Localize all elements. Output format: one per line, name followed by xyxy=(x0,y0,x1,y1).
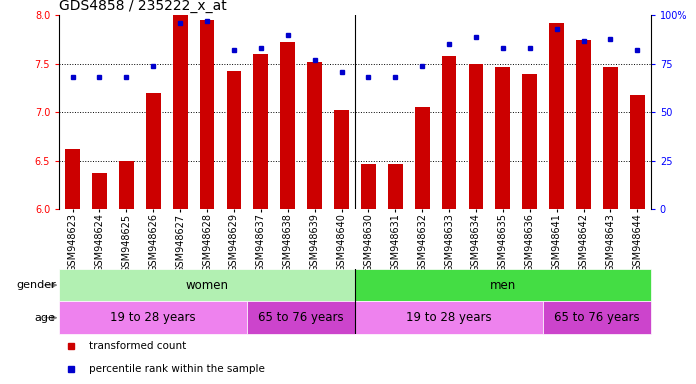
Text: men: men xyxy=(490,279,516,291)
Text: transformed count: transformed count xyxy=(89,341,186,351)
Bar xyxy=(415,108,429,209)
Text: 19 to 28 years: 19 to 28 years xyxy=(406,311,492,324)
Text: 19 to 28 years: 19 to 28 years xyxy=(111,311,196,324)
Bar xyxy=(92,174,107,209)
Bar xyxy=(468,64,483,209)
Bar xyxy=(549,23,564,209)
Bar xyxy=(334,110,349,209)
Text: gender: gender xyxy=(16,280,56,290)
Bar xyxy=(543,301,651,334)
Bar xyxy=(119,161,134,209)
Bar xyxy=(59,301,247,334)
Bar xyxy=(146,93,161,209)
Bar xyxy=(388,164,403,209)
Bar xyxy=(227,71,242,209)
Bar xyxy=(355,301,543,334)
Bar xyxy=(307,62,322,209)
Text: age: age xyxy=(35,313,56,323)
Bar xyxy=(442,56,457,209)
Bar xyxy=(65,149,80,209)
Bar xyxy=(361,164,376,209)
Bar xyxy=(247,301,355,334)
Text: 65 to 76 years: 65 to 76 years xyxy=(258,311,344,324)
Bar xyxy=(523,73,537,209)
Bar xyxy=(59,269,355,301)
Bar xyxy=(630,95,644,209)
Text: percentile rank within the sample: percentile rank within the sample xyxy=(89,364,264,374)
Text: 65 to 76 years: 65 to 76 years xyxy=(554,311,640,324)
Bar xyxy=(496,67,510,209)
Text: GDS4858 / 235222_x_at: GDS4858 / 235222_x_at xyxy=(59,0,227,13)
Bar xyxy=(280,41,295,209)
Bar xyxy=(173,15,187,209)
Bar xyxy=(200,20,214,209)
Bar xyxy=(576,40,591,209)
Bar xyxy=(253,54,268,209)
Bar xyxy=(603,67,618,209)
Bar xyxy=(355,269,651,301)
Text: women: women xyxy=(186,279,228,291)
